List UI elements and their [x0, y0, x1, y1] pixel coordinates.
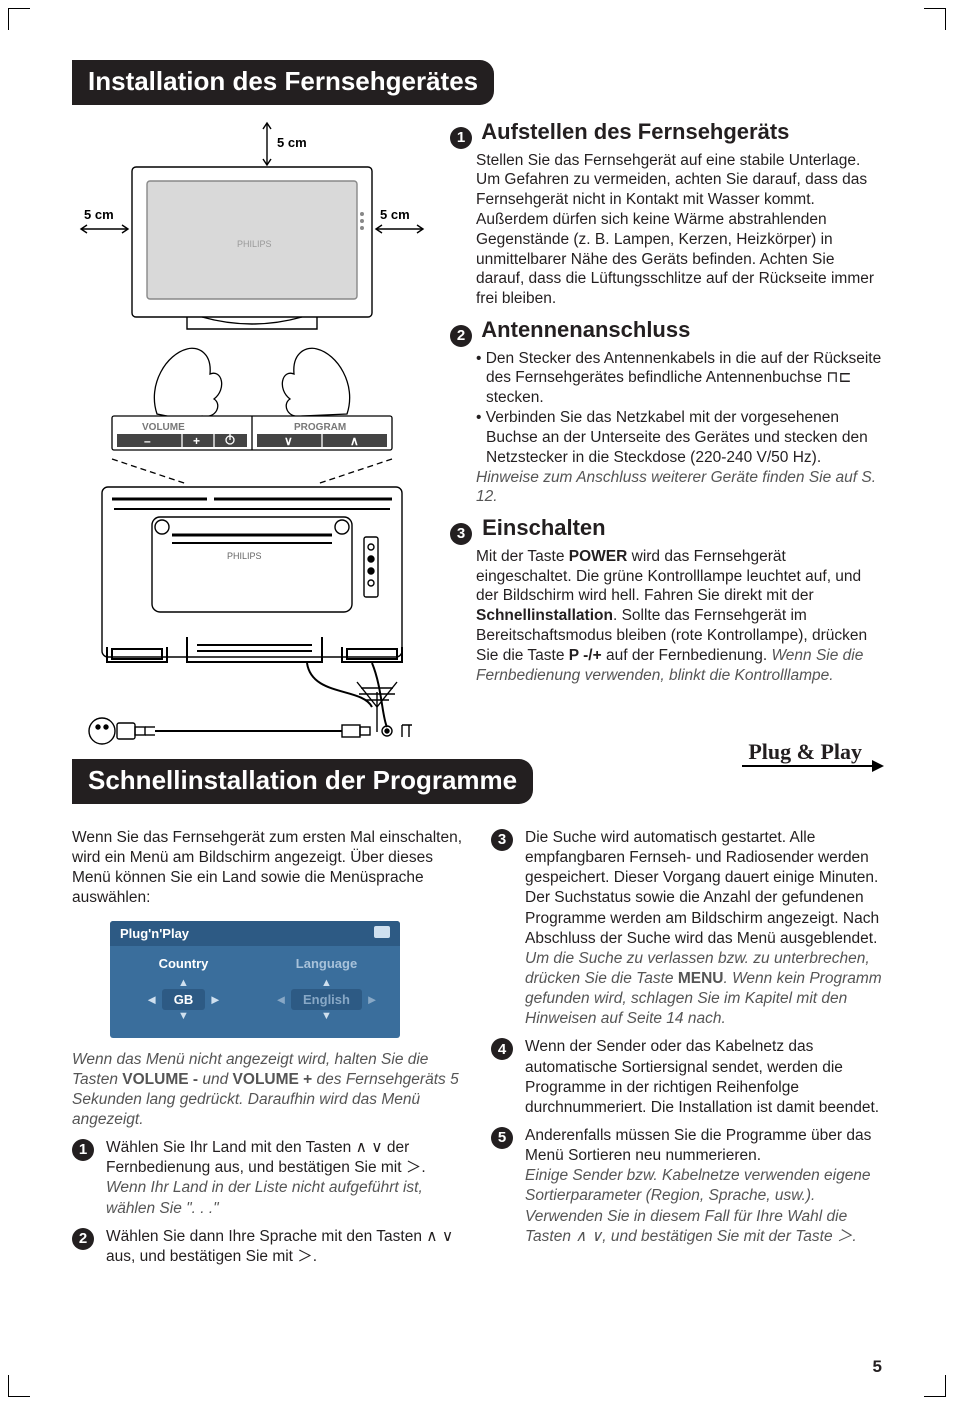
menu-title: Plug'n'Play: [110, 921, 400, 946]
body-aufstellen: Stellen Sie das Fernsehgerät auf eine st…: [476, 151, 882, 310]
antennen-bullet-2: Verbinden Sie das Netzkabel mit der vorg…: [476, 408, 882, 467]
antennen-bullet-1: Den Stecker des Antennenkabels in die au…: [476, 349, 882, 408]
menu-country-label: Country: [122, 956, 245, 971]
svg-text:PHILIPS: PHILIPS: [237, 239, 272, 249]
svg-text:PHILIPS: PHILIPS: [227, 551, 262, 561]
step-1-text: Wählen Sie Ihr Land mit den Tasten ∧ ∨ d…: [106, 1139, 426, 1176]
step-3: 3 Die Suche wird automatisch gestartet. …: [491, 828, 882, 1029]
svg-text:+: +: [193, 434, 200, 448]
menu-screenshot: Plug'n'Play Country ▲ ◄ GB ► ▼ Language …: [110, 921, 400, 1038]
menu-english-btn: English: [291, 989, 362, 1010]
svg-text:∨: ∨: [284, 434, 293, 448]
up-arrow-icon-2: ▲: [265, 977, 388, 989]
body-antennen: Den Stecker des Antennenkabels in die au…: [476, 349, 882, 508]
down-arrow-icon: ▼: [122, 1010, 245, 1022]
num-3b-icon: 3: [491, 829, 513, 851]
quickinstall-row: Wenn Sie das Fernsehgerät zum ersten Mal…: [72, 828, 882, 1275]
body-einschalten: Mit der Taste POWER wird das Fernsehgerä…: [476, 547, 882, 686]
num-2-icon: 2: [450, 325, 472, 347]
quick-note: Wenn das Menü nicht angezeigt wird, halt…: [72, 1050, 463, 1131]
plug-and-play-badge: Plug & Play: [742, 739, 882, 767]
section-header-install: Installation des Fernsehgerätes: [72, 60, 494, 105]
svg-text:–: –: [144, 434, 151, 448]
eins-t7: auf der Fernbedienung.: [602, 647, 772, 664]
step-1: 1 Wählen Sie Ihr Land mit den Tasten ∧ ∨…: [72, 1138, 463, 1219]
svg-text:PROGRAM: PROGRAM: [294, 422, 346, 433]
page-number: 5: [873, 1357, 882, 1377]
subhead-einschalten-text: Einschalten: [482, 515, 605, 540]
quick-intro: Wenn Sie das Fernsehgerät zum ersten Mal…: [72, 828, 463, 909]
subhead-antennen: 2 Antennenanschluss: [450, 317, 882, 347]
step-3-text: Die Suche wird automatisch gestartet. Al…: [525, 829, 879, 947]
tv-illustration: 5 cm 5 cm 5 cm PHILIPS: [72, 119, 432, 749]
step-5-text: Anderenfalls müssen Sie die Programme üb…: [525, 1127, 871, 1164]
step-4-text: Wenn der Sender oder das Kabelnetz das a…: [525, 1037, 882, 1118]
svg-text:∧: ∧: [350, 434, 359, 448]
step-1-note: Wenn Ihr Land in der Liste nicht aufgefü…: [106, 1179, 423, 1216]
num-3-icon: 3: [450, 523, 472, 545]
menu-gb-btn: GB: [162, 989, 206, 1010]
menu-country-col: Country ▲ ◄ GB ► ▼: [122, 956, 245, 1022]
num-1b-icon: 1: [72, 1139, 94, 1161]
section-header-quick: Schnellinstallation der Programme: [72, 759, 533, 804]
step-4: 4 Wenn der Sender oder das Kabelnetz das…: [491, 1037, 882, 1118]
step-2-text: Wählen Sie dann Ihre Sprache mit den Tas…: [106, 1227, 463, 1267]
num-2b-icon: 2: [72, 1228, 94, 1250]
svg-text:5 cm: 5 cm: [84, 207, 114, 222]
menu-language-col: Language ▲ ◄ English ► ▼: [265, 956, 388, 1022]
num-4-icon: 4: [491, 1038, 513, 1060]
quick-right-col: 3 Die Suche wird automatisch gestartet. …: [491, 828, 882, 1275]
install-row: 5 cm 5 cm 5 cm PHILIPS: [72, 119, 882, 749]
install-text-column: 1 Aufstellen des Fernsehgeräts Stellen S…: [450, 119, 882, 749]
antennen-note: Hinweise zum Anschluss weiterer Geräte f…: [476, 468, 882, 508]
num-1-icon: 1: [450, 127, 472, 149]
num-5-icon: 5: [491, 1127, 513, 1149]
subhead-einschalten: 3 Einschalten: [450, 515, 882, 545]
subhead-aufstellen: 1 Aufstellen des Fernsehgeräts: [450, 119, 882, 149]
step-5: 5 Anderenfalls müssen Sie die Programme …: [491, 1126, 882, 1247]
step-3-note: Um die Suche zu verlassen bzw. zu unterb…: [525, 950, 882, 1027]
eins-t1: Mit der Taste: [476, 548, 569, 565]
eins-t6: P -/+: [569, 647, 602, 664]
down-arrow-icon-2: ▼: [265, 1010, 388, 1022]
quick-left-col: Wenn Sie das Fernsehgerät zum ersten Mal…: [72, 828, 463, 1275]
menu-title-icon: [374, 926, 390, 938]
step-5-note: Einige Sender bzw. Kabelnetze verwenden …: [525, 1167, 871, 1244]
svg-text:5 cm: 5 cm: [277, 135, 307, 150]
up-arrow-icon: ▲: [122, 977, 245, 989]
step-2: 2 Wählen Sie dann Ihre Sprache mit den T…: [72, 1227, 463, 1267]
subhead-antennen-text: Antennenanschluss: [481, 317, 690, 342]
svg-text:5 cm: 5 cm: [380, 207, 410, 222]
illustration-column: 5 cm 5 cm 5 cm PHILIPS: [72, 119, 432, 749]
menu-lang-label: Language: [265, 956, 388, 971]
svg-text:VOLUME: VOLUME: [142, 422, 185, 433]
eins-t4: Schnellinstallation: [476, 607, 613, 624]
eins-t2: POWER: [569, 548, 628, 565]
subhead-aufstellen-text: Aufstellen des Fernsehgeräts: [481, 119, 789, 144]
